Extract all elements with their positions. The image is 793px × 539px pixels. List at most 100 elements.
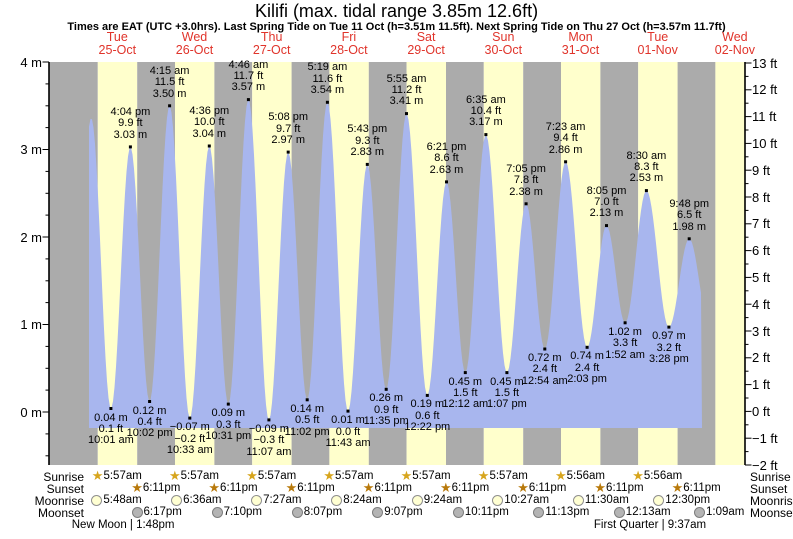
sunset-time: ★6:11pm [594,480,644,495]
day-column-header: Tue 25-Oct [98,30,137,57]
low-tide-label: −0.09 m −0.3 ft 11:07 am [246,422,292,458]
high-tide-label: 6:21 pm 8.6 ft 2.63 m [426,140,467,176]
low-tide-label: 0.97 m 3.2 ft 3:28 pm [649,330,689,365]
sunset-row-label-left: Sunset [46,482,84,496]
day-column-header: Fri 28-Oct [330,30,368,57]
sunrise-star-icon: ★ [246,468,258,483]
high-tide-label: 8:30 am 8.3 ft 2.53 m [626,149,667,185]
feet-axis-label: 4 ft [752,296,771,312]
low-tide-label: −0.07 m −0.2 ft 10:33 am [166,421,213,456]
sunrise-star-icon: ★ [632,468,644,483]
day-column-header: Sun 30-Oct [484,30,523,57]
day-column-header: Mon 31-Oct [561,30,600,57]
meters-axis-label: 4 m [20,54,42,70]
day-column-header: Thu 27-Oct [252,30,291,57]
sunset-row-label-right: Sunset [750,482,788,496]
low-tide-label: 0.09 m 0.3 ft 10:31 pm [205,407,252,442]
moonrise-circle-icon [653,495,665,506]
low-tide-label: 0.45 m 1.5 ft 1:07 pm [487,375,527,411]
sunrise-row-label-right: Sunrise [750,470,791,484]
high-tide-label: 5:55 am 11.2 ft 3.41 m [386,72,427,108]
feet-axis-label: 9 ft [752,162,771,178]
sunset-star-icon: ★ [440,480,452,495]
moonrise-time: 9:24am [411,494,462,506]
moonrise-time: 6:36am [171,494,221,506]
moonset-time: 7:10pm [211,506,262,518]
sunset-time: ★6:11pm [440,480,490,495]
moonset-circle-icon [211,507,223,518]
feet-axis-label: 0 ft [752,403,771,419]
sunset-time: ★6:11pm [362,480,412,495]
day-column-header: Wed 02-Nov [714,30,756,57]
moonrise-circle-icon [331,495,343,506]
moonset-time: 1:09am [694,506,744,518]
high-tide-label: 8:05 pm 7.0 ft 2.13 m [586,184,627,220]
moonrise-circle-icon [411,495,423,506]
sunrise-row-label-left: Sunrise [43,470,84,484]
day-column-header: Tue 01-Nov [637,30,678,57]
sunrise-time: ★5:57am [477,468,528,483]
high-tide-label: 5:19 am 11.6 ft 3.54 m [307,61,348,97]
moon-phase-annotation: First Quarter | 9:37am [593,519,707,531]
moonset-row-label-left: Moonset [37,506,84,520]
moonset-circle-icon [372,507,384,518]
moonset-time: 10:11pm [452,506,509,518]
moonset-circle-icon [452,507,464,518]
low-tide-label: 0.74 m 2.4 ft 2:03 pm [567,350,607,386]
feet-axis-label: 3 ft [752,323,771,339]
high-tide-label: 4:15 am 11.5 ft 3.50 m [149,64,190,100]
high-tide-label: 9:48 pm 6.5 ft 1.98 m [669,197,710,233]
moonset-time: 6:17pm [131,506,182,518]
moonrise-row-label-left: Moonrise [34,494,84,508]
high-tide-label: 6:35 am 10.4 ft 3.17 m [466,93,506,129]
feet-axis-label: 7 ft [752,216,771,232]
feet-axis-label: 13 ft [752,55,778,71]
high-tide-label: 5:08 pm 9.7 ft 2.97 m [268,111,309,146]
low-tide-label: 0.19 m 0.6 ft 12:22 pm [404,398,451,434]
moonset-time: 11:13pm [533,506,589,518]
feet-axis-label: 1 ft [752,377,771,393]
moonrise-circle-icon [171,495,183,506]
moonset-circle-icon [131,507,143,518]
meters-axis-label: 2 m [20,229,42,245]
moonrise-time: 7:27am [251,494,301,506]
moonrise-time: 5:48am [91,494,142,506]
sunrise-time: ★5:57am [91,468,142,483]
sunrise-time: ★5:57am [323,468,374,483]
sunset-star-icon: ★ [285,480,298,495]
sunset-time: ★6:11pm [517,480,567,495]
sunrise-star-icon: ★ [555,468,567,483]
sunset-star-icon: ★ [671,480,684,495]
sunset-star-icon: ★ [131,480,143,495]
moonrise-circle-icon [572,495,584,506]
feet-axis-label: −2 ft [752,457,778,473]
moonset-circle-icon [291,507,303,518]
high-tide-label: 5:43 pm 9.3 ft 2.83 m [347,123,388,159]
sunrise-star-icon: ★ [477,468,490,483]
sunrise-time: ★5:56am [555,468,606,483]
sunrise-star-icon: ★ [91,468,104,483]
low-tide-label: 0.26 m 0.9 ft 11:35 pm [363,392,409,428]
feet-axis-label: 5 ft [752,269,771,285]
moonset-time: 8:07pm [291,506,342,518]
meters-axis-label: 1 m [20,317,42,332]
feet-axis-label: 12 ft [752,82,778,98]
sunrise-time: ★5:56am [632,468,683,483]
feet-axis-label: 10 ft [752,135,778,151]
moonset-row-label-right: Moonset [750,506,793,520]
sunset-time: ★6:11pm [671,480,721,495]
high-tide-label: 4:04 pm 9.9 ft 3.03 m [110,105,151,141]
low-tide-label: 0.01 m 0.0 ft 11:43 am [325,414,371,449]
moonrise-row-label-right: Moonrise [750,494,793,508]
low-tide-label: 0.45 m 1.5 ft 12:12 am [442,375,489,411]
axes [42,61,752,466]
high-tide-label: 4:46 am 11.7 ft 3.57 m [228,58,269,94]
chart-title: Kilifi (max. tidal range 3.85m 12.6ft) [254,1,539,21]
sunrise-star-icon: ★ [400,468,413,483]
feet-axis-label: 8 ft [752,189,771,205]
sunrise-star-icon: ★ [323,468,336,483]
sunrise-star-icon: ★ [169,468,181,483]
moonrise-time: 11:30am [572,494,629,506]
sunset-star-icon: ★ [594,480,607,495]
